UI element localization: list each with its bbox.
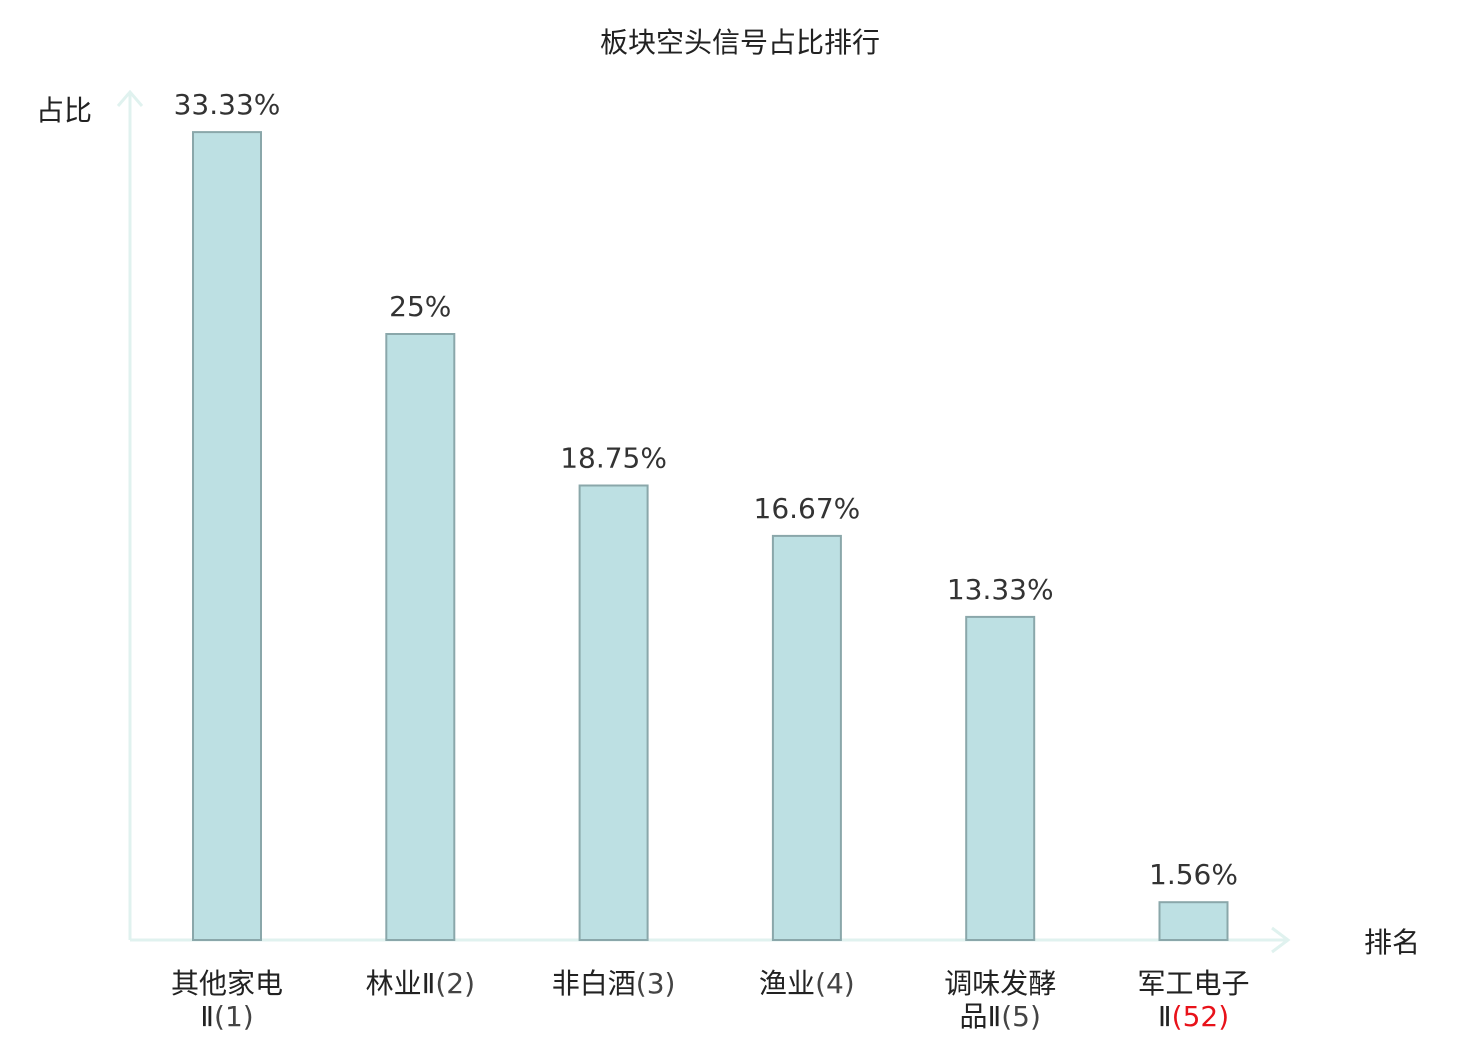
- bar-4: [771, 534, 842, 942]
- bar-6: [1158, 901, 1229, 942]
- category-label-5: 调味发酵品Ⅱ(5): [944, 967, 1056, 1033]
- x-axis: [130, 926, 1291, 954]
- value-labels: 33.33% 25% 18.75% 16.67% 13.33% 1.56%: [174, 88, 1238, 891]
- bar-1: [192, 131, 262, 942]
- bar-value-label-6: 1.56%: [1149, 858, 1238, 891]
- bar-3: [578, 484, 649, 941]
- bar-value-label-4: 16.67%: [754, 492, 861, 525]
- bar-value-label-5: 13.33%: [947, 573, 1054, 606]
- category-label-1: 其他家电 Ⅱ(1): [171, 967, 283, 1033]
- category-label-3: 非白酒(3): [552, 967, 676, 1000]
- category-label-2: 林业Ⅱ(2): [366, 967, 475, 1000]
- bar-2: [385, 333, 456, 941]
- chart-title: 板块空头信号占比排行: [600, 26, 880, 59]
- y-axis: [116, 89, 144, 940]
- y-axis-title: 占比: [36, 94, 92, 127]
- bars: [192, 131, 1229, 942]
- bar-5: [965, 615, 1036, 942]
- category-label-4: 渔业(4): [759, 967, 855, 1000]
- bar-value-label-1: 33.33%: [174, 88, 281, 121]
- category-labels: 其他家电 Ⅱ(1) 林业Ⅱ(2) 非白酒(3) 渔业(4) 调味发酵品Ⅱ(5) 军工电子 Ⅱ(…: [171, 967, 1250, 1033]
- bar-value-label-3: 18.75%: [560, 442, 667, 475]
- category-label-6: 军工电子 Ⅱ(52): [1137, 967, 1249, 1033]
- x-axis-title: 排名: [1364, 926, 1420, 959]
- bar-value-label-2: 25%: [389, 290, 451, 323]
